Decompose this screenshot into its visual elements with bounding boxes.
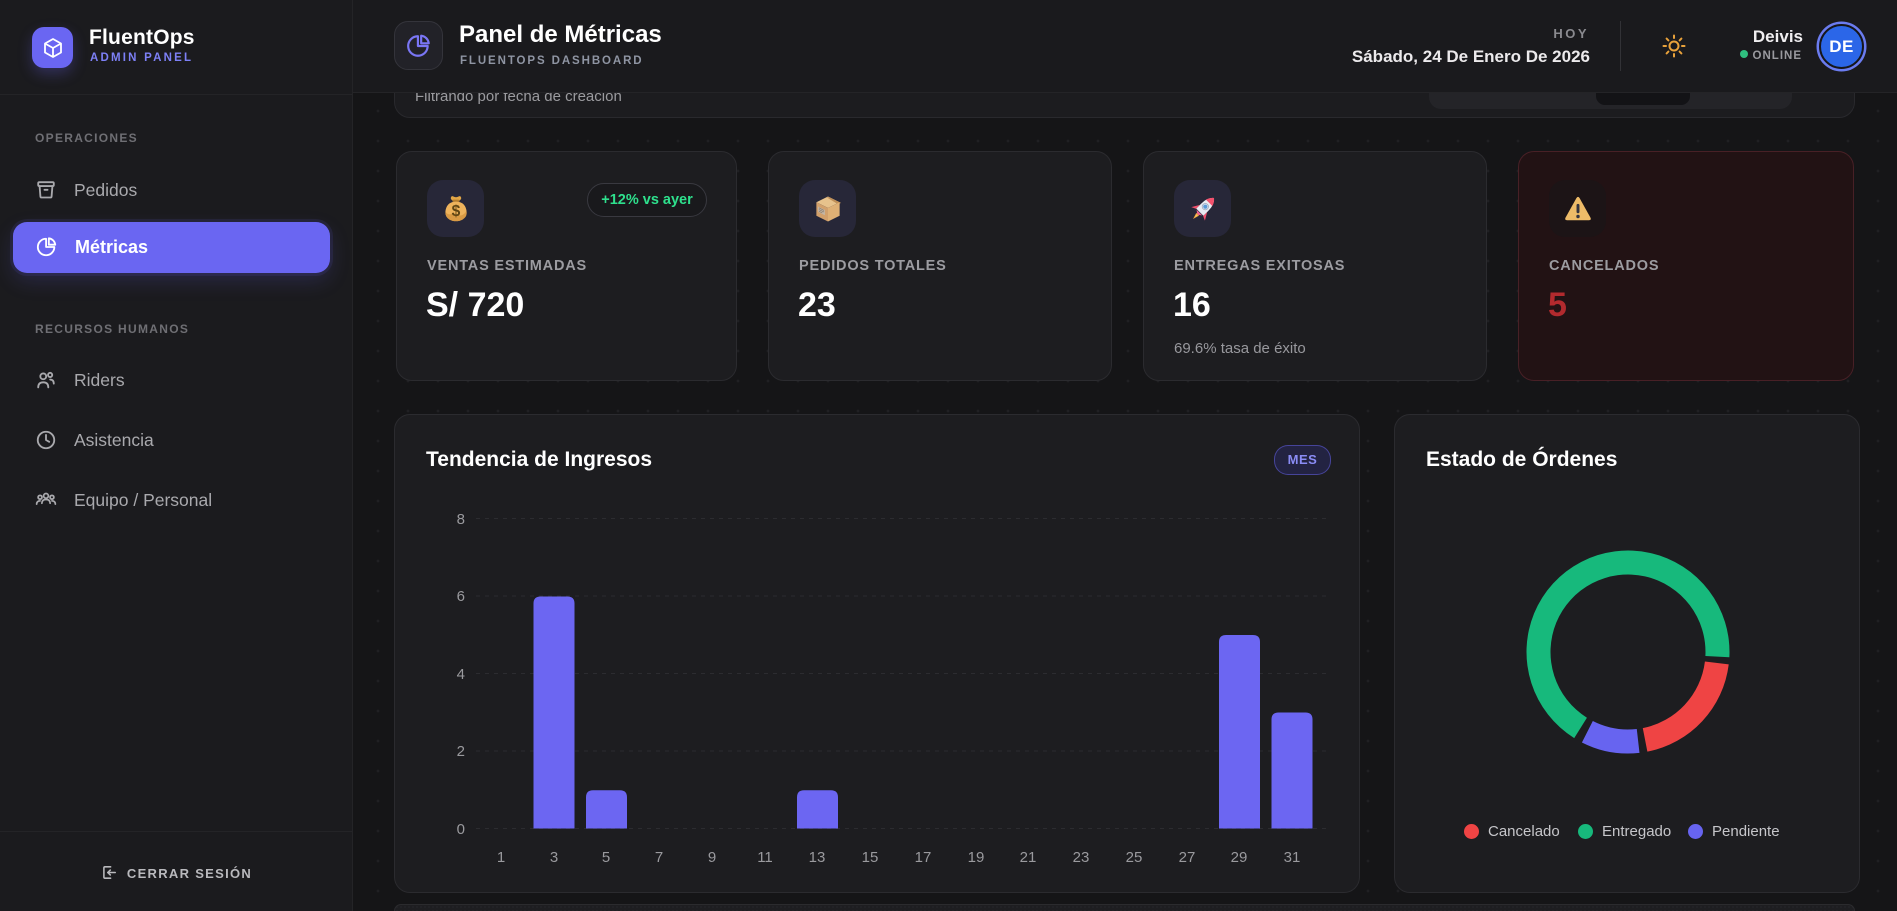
svg-text:9: 9 bbox=[708, 849, 716, 866]
svg-text:21: 21 bbox=[1020, 849, 1037, 866]
svg-text:1: 1 bbox=[497, 849, 505, 866]
svg-text:$: $ bbox=[451, 202, 460, 219]
svg-text:11: 11 bbox=[757, 849, 773, 866]
svg-text:6: 6 bbox=[457, 588, 465, 605]
svg-text:7: 7 bbox=[655, 849, 663, 866]
svg-text:0: 0 bbox=[457, 821, 465, 838]
svg-text:4: 4 bbox=[457, 666, 465, 683]
svg-text:29: 29 bbox=[1231, 849, 1248, 866]
svg-text:23: 23 bbox=[1073, 849, 1090, 866]
svg-text:15: 15 bbox=[862, 849, 879, 866]
svg-text:17: 17 bbox=[915, 849, 932, 866]
svg-text:19: 19 bbox=[968, 849, 985, 866]
svg-text:31: 31 bbox=[1284, 849, 1301, 866]
svg-text:2: 2 bbox=[457, 743, 465, 760]
svg-text:25: 25 bbox=[1126, 849, 1143, 866]
svg-text:27: 27 bbox=[1179, 849, 1196, 866]
svg-text:13: 13 bbox=[809, 849, 826, 866]
svg-text:5: 5 bbox=[602, 849, 610, 866]
svg-text:8: 8 bbox=[457, 511, 465, 528]
svg-text:3: 3 bbox=[550, 849, 558, 866]
